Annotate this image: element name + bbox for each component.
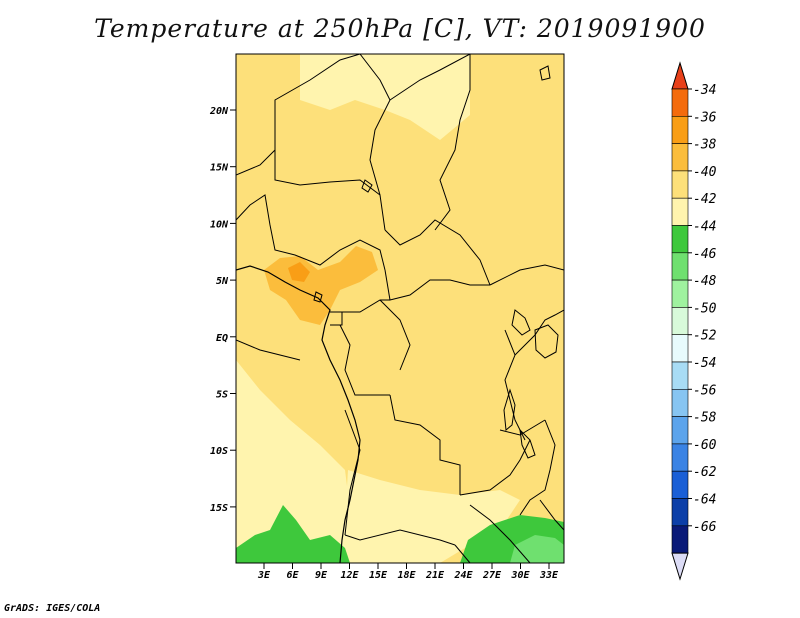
colorbar-label: -36 [693,110,717,125]
temperature-field [236,54,564,563]
colorbar-swatch [672,526,688,553]
colorbar-swatch [672,444,688,471]
colorbar-label: -64 [693,493,716,508]
latitude-axis: 20N 15N 10N 5N EQ 5S 10S 15S [209,106,236,514]
colorbar-swatch [672,280,688,307]
longitude-axis: 3E 6E 9E 12E 15E 18E 21E 24E 27E 30E 33E [257,563,559,581]
lon-tick-label: 6E [286,570,299,581]
lon-tick-label: 33E [539,570,559,581]
grads-credit: GrADS: IGES/COLA [4,603,100,614]
lat-tick-label: 10S [210,446,228,457]
colorbar-label: -48 [693,274,717,289]
lat-tick-label: 5N [216,276,229,287]
colorbar-label: -46 [693,247,717,262]
lon-tick-label: 30E [510,570,530,581]
colorbar: -34 -36 -38 -40 -42 -44 -46 -48 -50 -52 -54 -56 -58 -… [672,63,717,579]
lon-tick-label: 3E [257,570,271,581]
lat-tick-label: 15N [210,163,229,174]
colorbar-swatch [672,499,688,526]
colorbar-label: -58 [693,411,717,426]
lon-tick-label: 9E [315,570,328,581]
colorbar-swatch [672,89,688,116]
colorbar-bottom-arrow [672,553,688,579]
lat-tick-label: 10N [210,219,229,230]
lon-tick-label: 12E [340,570,359,581]
colorbar-swatch [672,144,688,171]
colorbar-swatch [672,253,688,280]
colorbar-label: -50 [693,301,717,316]
colorbar-swatch [672,171,688,198]
colorbar-label: -66 [693,520,717,535]
colorbar-label: -56 [693,383,717,398]
colorbar-label: -44 [693,220,716,235]
colorbar-swatch [672,335,688,362]
colorbar-swatch [672,116,688,143]
colorbar-top-arrow [672,63,688,89]
colorbar-swatch [672,198,688,225]
colorbar-swatch [672,389,688,416]
lon-tick-label: 18E [397,570,416,581]
lon-tick-label: 24E [453,570,473,581]
colorbar-label: -60 [693,438,717,453]
lat-tick-label: 5S [216,390,228,401]
lon-tick-label: 27E [482,570,502,581]
colorbar-swatch [672,471,688,498]
colorbar-label: -54 [693,356,716,371]
lat-tick-label: EQ [216,333,228,344]
colorbar-swatch [672,307,688,334]
colorbar-label: -62 [693,465,717,480]
colorbar-label: -40 [693,165,717,180]
lon-tick-label: 21E [425,570,445,581]
colorbar-swatch [672,362,688,389]
colorbar-swatch [672,226,688,253]
lat-tick-label: 15S [210,503,228,514]
colorbar-label: -38 [693,138,717,153]
colorbar-swatch [672,417,688,444]
colorbar-label: -52 [693,329,717,344]
colorbar-label: -34 [693,83,716,98]
lon-tick-label: 15E [369,570,388,581]
colorbar-label: -42 [693,192,717,207]
lat-tick-label: 20N [209,106,229,117]
